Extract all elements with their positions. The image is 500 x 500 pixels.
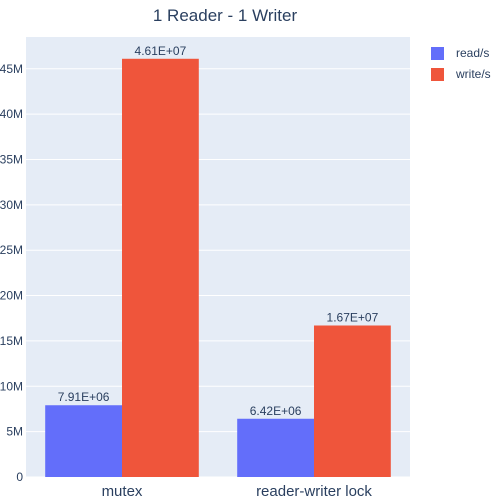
- bar-write-s-mutex[interactable]: [122, 58, 199, 478]
- data-labels: 7.91E+06 4.61E+07 6.42E+06 1.67E+07: [58, 44, 379, 418]
- data-label: 1.67E+07: [327, 310, 379, 324]
- data-label: 7.91E+06: [58, 390, 110, 404]
- y-tick-label: 0: [16, 470, 23, 484]
- legend-label[interactable]: write/s: [455, 67, 491, 81]
- y-tick-label: 45M: [0, 62, 23, 76]
- y-tick-label: 30M: [0, 198, 23, 212]
- y-tick-label: 40M: [0, 107, 23, 121]
- data-label: 4.61E+07: [135, 44, 187, 58]
- legend[interactable]: read/s write/s: [431, 46, 491, 81]
- legend-swatch[interactable]: [431, 47, 444, 60]
- y-axis-ticks: 0 5M 10M 15M 20M 25M 30M 35M 40M 45M: [0, 62, 23, 484]
- bar-write-s-reader-writer-lock[interactable]: [314, 325, 391, 477]
- legend-label[interactable]: read/s: [456, 46, 489, 60]
- y-tick-label: 5M: [6, 425, 23, 439]
- y-tick-label: 35M: [0, 152, 23, 166]
- y-tick-label: 25M: [0, 243, 23, 257]
- chart-title: 1 Reader - 1 Writer: [153, 6, 298, 25]
- data-label: 6.42E+06: [250, 404, 302, 418]
- bar-read-s-reader-writer-lock[interactable]: [237, 418, 314, 477]
- legend-swatch[interactable]: [431, 68, 444, 81]
- y-tick-label: 15M: [0, 334, 23, 348]
- y-tick-label: 10M: [0, 379, 23, 393]
- x-tick-label: mutex: [102, 483, 143, 500]
- bar-read-s-mutex[interactable]: [45, 405, 123, 477]
- y-tick-label: 20M: [0, 289, 23, 303]
- bars: [45, 58, 391, 478]
- x-axis-ticks: mutex reader-writer lock: [102, 483, 373, 500]
- gridlines: [26, 68, 410, 478]
- x-tick-label: reader-writer lock: [256, 483, 372, 500]
